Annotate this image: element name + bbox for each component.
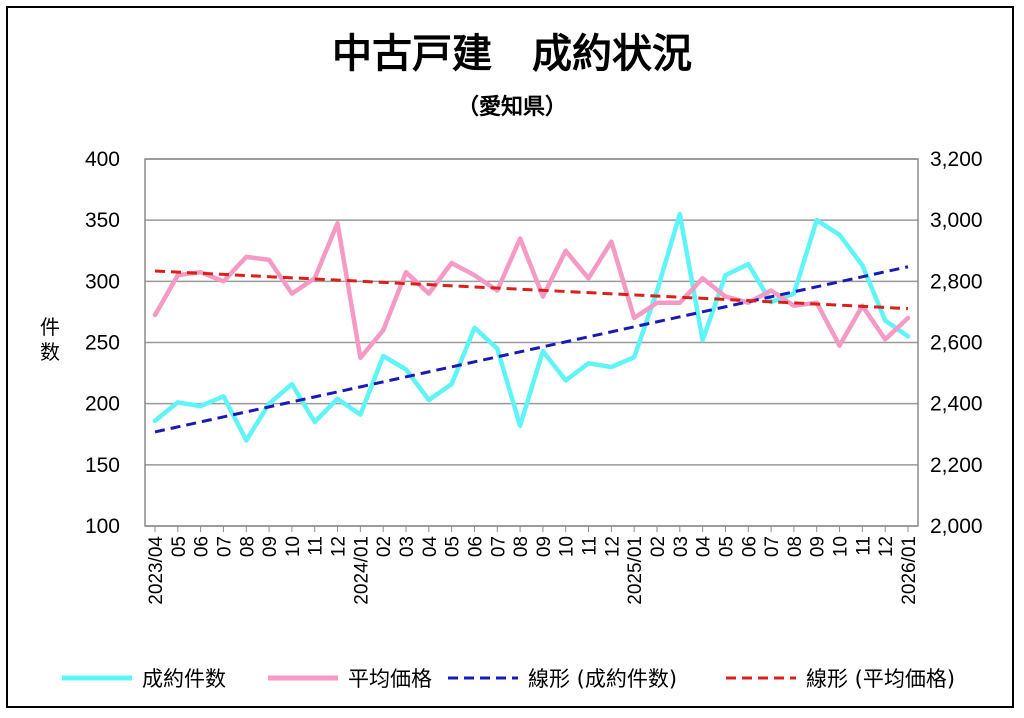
legend-label: 成約件数 xyxy=(142,667,226,691)
left-tick-label: 350 xyxy=(85,209,120,232)
x-tick-label: 06 xyxy=(465,536,486,557)
left-tick-label: 100 xyxy=(85,515,120,538)
x-tick-label: 07 xyxy=(214,536,235,557)
right-axis-ticks: 2,000 2,200 2,400 2,600 2,800 3,000 3,200 xyxy=(930,148,983,538)
legend: 成約件数 平均価格 線形 (成約件数) 線形 (平均価格) xyxy=(62,667,955,691)
left-axis-ticks: 100 150 200 250 300 350 400 xyxy=(85,148,120,538)
x-tick-label: 06 xyxy=(192,536,213,557)
left-tick-label: 300 xyxy=(85,270,120,293)
x-tick-label: 05 xyxy=(169,536,190,557)
legend-label: 線形 (平均価格) xyxy=(806,667,955,691)
x-tick-label: 12 xyxy=(876,536,897,557)
x-tick-label: 2026/01 xyxy=(899,536,920,605)
chart-frame xyxy=(6,6,1014,708)
x-tick-label: 11 xyxy=(580,536,601,556)
x-tick-label: 09 xyxy=(534,536,555,557)
right-tick-label: 3,200 xyxy=(930,148,983,171)
left-axis-label-char: 件 xyxy=(40,315,60,339)
x-tick-label: 03 xyxy=(671,536,692,557)
right-tick-label: 2,800 xyxy=(930,270,983,293)
x-tick-label: 10 xyxy=(831,536,852,557)
left-tick-label: 150 xyxy=(85,454,120,477)
left-tick-label: 200 xyxy=(85,393,120,416)
x-tick-label: 04 xyxy=(694,536,715,558)
x-tick-label: 10 xyxy=(283,536,304,557)
x-tick-label: 02 xyxy=(374,536,395,557)
chart-subtitle: （愛知県） xyxy=(457,94,567,120)
x-tick-label: 04 xyxy=(420,536,441,558)
trend-line-線形 (成約件数) xyxy=(154,265,909,434)
trend-line-線形 (平均価格) xyxy=(154,269,909,311)
x-tick-label: 02 xyxy=(648,536,669,557)
left-axis-label-char: 数 xyxy=(40,340,60,364)
x-axis-ticks: 2023/04 05 06 07 08 09 10 11 12 2024/01 02 03 04 05 06… xyxy=(146,536,920,605)
right-tick-label: 2,400 xyxy=(930,393,983,416)
x-tick-label: 06 xyxy=(739,536,760,557)
right-tick-label: 2,000 xyxy=(930,515,983,538)
right-tick-label: 3,000 xyxy=(930,209,983,232)
right-tick-label: 2,200 xyxy=(930,454,983,477)
chart-title: 中古戸建 成約状況 xyxy=(332,31,692,77)
legend-label: 平均価格 xyxy=(348,667,432,691)
x-tick-label: 2025/01 xyxy=(625,536,646,605)
plot-area xyxy=(144,158,919,532)
x-tick-label: 07 xyxy=(488,536,509,557)
x-tick-label: 10 xyxy=(557,536,578,557)
x-tick-label: 08 xyxy=(785,536,806,557)
x-tick-label: 08 xyxy=(511,536,532,557)
x-tick-label: 09 xyxy=(808,536,829,557)
x-tick-label: 2023/04 xyxy=(146,536,167,605)
x-tick-label: 07 xyxy=(762,536,783,557)
series-line-平均価格 xyxy=(152,220,911,361)
x-tick-label: 12 xyxy=(602,536,623,557)
series-layer xyxy=(152,211,911,443)
legend-label: 線形 (成約件数) xyxy=(528,667,677,691)
x-tick-label: 11 xyxy=(306,536,327,556)
x-tick-label: 2024/01 xyxy=(351,536,372,605)
x-tick-label: 05 xyxy=(443,536,464,557)
left-axis-label: 件数 xyxy=(40,315,60,364)
x-tick-label: 03 xyxy=(397,536,418,557)
left-tick-label: 400 xyxy=(85,148,120,171)
x-tick-label: 05 xyxy=(716,536,737,557)
plot-border xyxy=(144,158,919,527)
x-tick-label: 11 xyxy=(853,536,874,556)
x-tick-label: 08 xyxy=(237,536,258,557)
left-tick-label: 250 xyxy=(85,332,120,355)
right-tick-label: 2,600 xyxy=(930,332,983,355)
x-tick-label: 12 xyxy=(329,536,350,557)
x-tick-label: 09 xyxy=(260,536,281,557)
